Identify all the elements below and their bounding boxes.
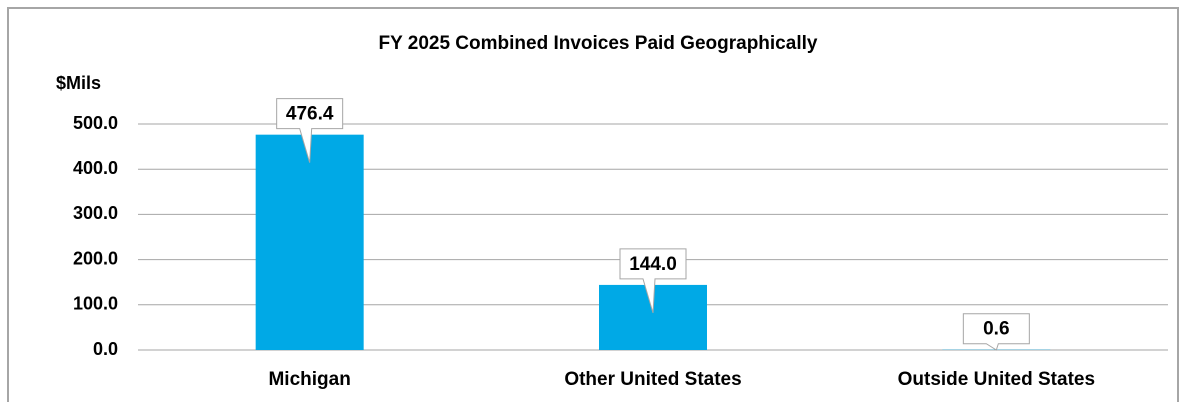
y-tick-label: 200.0 bbox=[73, 248, 118, 268]
x-tick-label: Other United States bbox=[564, 369, 741, 390]
label-callout bbox=[619, 248, 687, 314]
bar bbox=[255, 134, 364, 350]
y-tick-label: 500.0 bbox=[73, 113, 118, 133]
value-label: 0.6 bbox=[983, 319, 1009, 340]
x-tick-label: Outside United States bbox=[898, 369, 1095, 390]
frame bbox=[7, 7, 1179, 402]
label-callout bbox=[276, 98, 344, 163]
y-tick-label: 300.0 bbox=[73, 203, 118, 223]
x-tick-label: Michigan bbox=[268, 369, 350, 390]
y-axis-title: $Mils bbox=[56, 73, 101, 93]
chart-title: FY 2025 Combined Invoices Paid Geographi… bbox=[379, 33, 818, 54]
y-tick-label: 400.0 bbox=[73, 158, 118, 178]
label-callout bbox=[962, 313, 1030, 351]
value-label: 144.0 bbox=[629, 254, 677, 275]
y-tick-label: 100.0 bbox=[73, 294, 118, 314]
y-tick-label: 0.0 bbox=[93, 339, 118, 359]
value-label: 476.4 bbox=[286, 104, 334, 125]
